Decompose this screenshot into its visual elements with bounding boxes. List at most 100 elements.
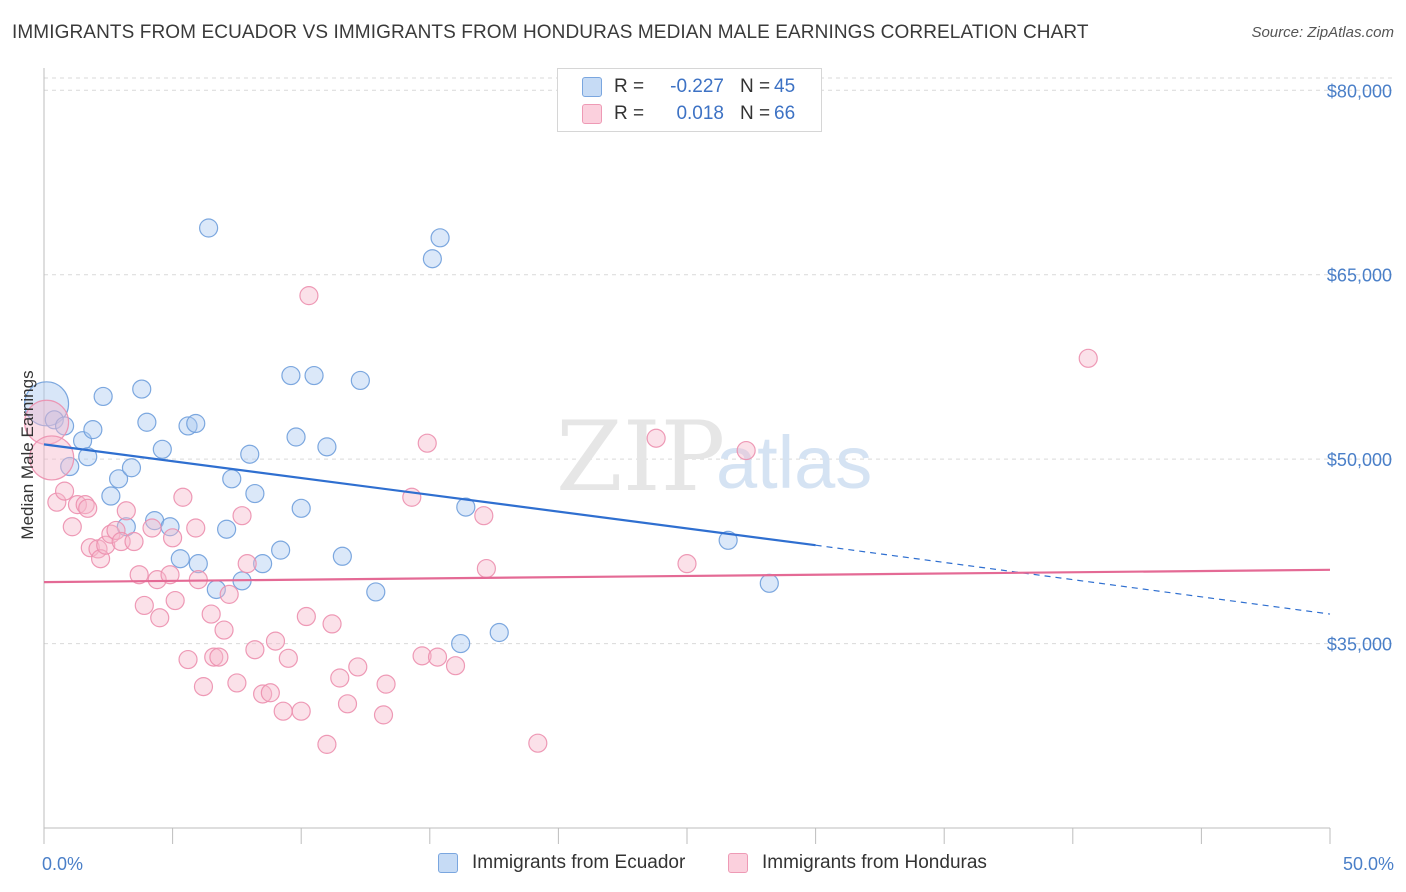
data-point-honduras: [134, 595, 154, 616]
data-point-honduras: [245, 640, 265, 660]
legend-swatch-ecuador: [582, 77, 602, 97]
data-point-ecuador: [253, 554, 273, 574]
correlation-legend: R = -0.227 N = 45 R = 0.018 N = 66: [557, 68, 822, 132]
data-point-ecuador: [116, 517, 136, 537]
trend-lines: [43, 443, 1331, 615]
data-point-ecuador: [304, 365, 324, 386]
series-ecuador: [23, 218, 779, 654]
legend-swatch-ecuador: [438, 853, 458, 873]
data-point-ecuador: [332, 546, 352, 566]
data-point-honduras: [445, 656, 466, 676]
y-tick-label: $50,000: [1327, 450, 1392, 470]
data-point-honduras: [186, 518, 206, 538]
data-point-honduras: [165, 590, 185, 611]
data-point-honduras: [129, 565, 149, 585]
data-point-ecuador: [199, 218, 219, 238]
legend-r-value: -0.227: [670, 76, 724, 97]
data-point-ecuador: [451, 633, 471, 654]
data-point-honduras: [237, 554, 257, 574]
data-point-honduras: [427, 647, 448, 667]
data-point-honduras: [278, 648, 298, 668]
watermark: ZIP atlas: [556, 401, 872, 513]
data-point-ecuador: [93, 386, 113, 407]
y-tick-label: $65,000: [1327, 266, 1392, 286]
y-tick-label: $35,000: [1327, 635, 1392, 655]
data-point-honduras: [178, 649, 198, 670]
data-point-ecuador: [718, 530, 738, 550]
data-point-ecuador: [759, 573, 779, 593]
legend-row-ecuador: R = -0.227 N = 45: [582, 74, 795, 100]
x-tick-label: 0.0%: [42, 854, 83, 874]
data-point-ecuador: [430, 228, 450, 248]
data-point-honduras: [476, 558, 496, 579]
watermark-atlas: atlas: [716, 421, 872, 504]
data-point-ecuador: [217, 519, 237, 539]
data-point-honduras: [646, 428, 666, 448]
data-point-ecuador: [222, 469, 242, 489]
data-point-ecuador: [44, 410, 64, 430]
data-point-honduras: [204, 647, 224, 667]
legend-item-honduras[interactable]: Immigrants from Honduras: [728, 852, 987, 874]
legend-r-label: R =: [614, 76, 645, 97]
data-point-honduras: [147, 570, 167, 590]
data-point-honduras: [373, 705, 394, 725]
data-point-honduras: [317, 734, 337, 754]
data-point-honduras: [201, 604, 221, 624]
data-point-ecuador: [281, 365, 301, 386]
data-point-honduras: [417, 433, 437, 453]
legend-label-ecuador: Immigrants from Ecuador: [472, 852, 686, 873]
data-point-honduras: [330, 668, 350, 688]
data-point-honduras: [376, 674, 396, 694]
data-point-ecuador: [456, 497, 476, 517]
y-tick-label: $80,000: [1327, 81, 1392, 101]
watermark-zip: ZIP: [556, 401, 725, 513]
chart-title: IMMIGRANTS FROM ECUADOR VS IMMIGRANTS FR…: [12, 22, 1089, 43]
data-point-honduras: [474, 506, 494, 526]
axes: [43, 68, 1331, 844]
data-point-ecuador: [240, 444, 260, 464]
chart-source: Source: ZipAtlas.com: [1251, 24, 1394, 41]
data-point-ecuador: [489, 622, 509, 643]
legend-swatch-honduras: [728, 853, 748, 873]
data-point-honduras: [412, 646, 432, 666]
data-point-ecuador: [152, 439, 172, 459]
legend-r-value: 0.018: [676, 103, 724, 124]
data-point-honduras: [47, 492, 67, 512]
data-point-ecuador: [137, 412, 157, 432]
data-point-ecuador: [78, 447, 98, 467]
data-point-honduras: [296, 606, 316, 627]
legend-item-ecuador[interactable]: Immigrants from Ecuador: [438, 852, 685, 874]
data-point-ecuador: [132, 379, 152, 399]
data-point-honduras: [528, 733, 548, 753]
legend-label-honduras: Immigrants from Honduras: [762, 852, 987, 873]
data-point-ecuador: [186, 413, 206, 434]
data-point-honduras: [163, 528, 183, 548]
data-point-honduras: [62, 517, 82, 537]
data-point-honduras: [265, 631, 286, 651]
data-point-honduras: [193, 677, 214, 697]
data-point-honduras: [219, 584, 239, 604]
data-point-honduras: [1078, 348, 1098, 368]
y-axis-label: Median Male Earnings: [18, 370, 37, 539]
data-point-ecuador: [291, 498, 311, 518]
legend-n-value: 66: [774, 103, 796, 124]
data-point-ecuador: [23, 381, 70, 427]
trend-line-ecuador-extension: [815, 544, 1331, 615]
data-point-ecuador: [422, 249, 442, 269]
data-point-honduras: [677, 554, 697, 574]
series-honduras: [23, 286, 1098, 754]
data-point-honduras: [124, 531, 144, 552]
data-point-honduras: [291, 701, 311, 721]
data-point-ecuador: [178, 416, 198, 436]
data-point-honduras: [96, 535, 116, 555]
data-point-honduras: [337, 694, 358, 714]
series-legend: Immigrants from Ecuador Immigrants from …: [0, 852, 1406, 878]
data-point-ecuador: [83, 420, 103, 440]
data-point-honduras: [101, 524, 121, 544]
trend-line-honduras: [43, 568, 1331, 584]
data-point-honduras: [150, 608, 170, 628]
data-point-honduras: [173, 487, 193, 507]
data-point-honduras: [232, 506, 252, 526]
data-point-honduras: [253, 684, 273, 704]
